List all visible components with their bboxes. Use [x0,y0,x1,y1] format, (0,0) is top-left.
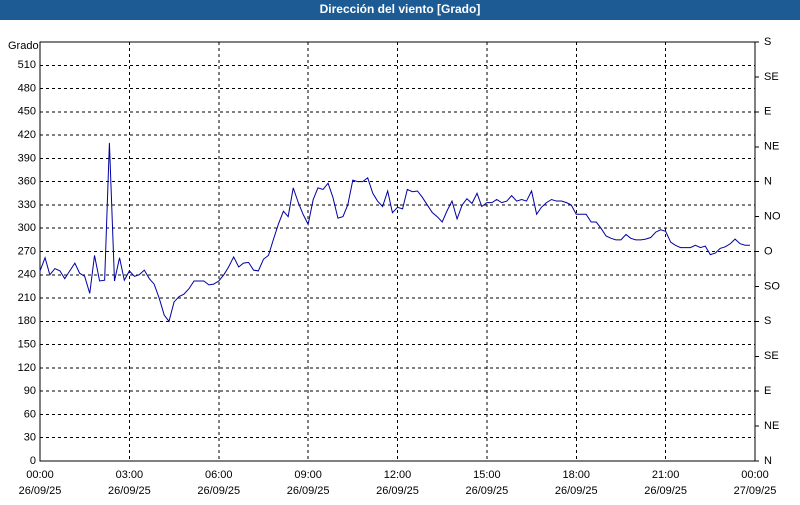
chart-title: Dirección del viento [Grado] [320,2,481,16]
x-tick-date: 26/09/25 [108,485,151,497]
y-tick-label: 150 [18,339,36,351]
y-tick-label: 300 [18,222,36,234]
x-tick-label: 21:00 [652,469,680,481]
y-tick-label: 450 [18,106,36,118]
y2-tick-label: NE [764,420,779,432]
y2-tick-label: S [764,36,771,48]
x-tick-label: 03:00 [116,469,144,481]
x-tick-label: 12:00 [384,469,412,481]
y-tick-label: 270 [18,245,36,257]
y-tick-label: 0 [30,455,36,467]
y-tick-label: 330 [18,199,36,211]
y2-tick-label: NE [764,141,779,153]
title-bar [0,0,800,20]
y2-tick-label: NO [764,210,781,222]
y-tick-label: 180 [18,315,36,327]
y2-tick-label: N [764,455,772,467]
x-tick-date: 26/09/25 [555,485,598,497]
plot-border [39,41,756,462]
y2-tick-label: O [764,245,773,257]
y2-tick-label: E [764,106,771,118]
x-tick-date: 26/09/25 [644,485,687,497]
x-tick-label: 00:00 [741,469,769,481]
y-tick-label: 30 [24,432,36,444]
y2-tick-label: SE [764,71,779,83]
x-tick-date: 26/09/25 [197,485,240,497]
x-tick-date: 26/09/25 [19,485,62,497]
y-tick-label: 360 [18,176,36,188]
y-tick-label: 60 [24,408,36,420]
x-tick-label: 09:00 [294,469,322,481]
y2-tick-label: SO [764,280,780,292]
x-tick-label: 00:00 [26,469,54,481]
x-tick-date: 26/09/25 [465,485,508,497]
y2-tick-label: E [764,385,771,397]
y-tick-label: 240 [18,269,36,281]
y-axis-label: Grado [8,40,39,52]
y-tick-label: 120 [18,362,36,374]
y2-tick-label: SE [764,350,779,362]
y-tick-label: 420 [18,129,36,141]
x-tick-label: 18:00 [562,469,590,481]
x-tick-label: 15:00 [473,469,501,481]
x-tick-date: 26/09/25 [287,485,330,497]
y-tick-label: 510 [18,59,36,71]
y-tick-label: 90 [24,385,36,397]
y2-tick-label: S [764,315,771,327]
series-line [39,142,750,323]
x-tick-date: 27/09/25 [734,485,777,497]
x-tick-date: 26/09/25 [376,485,419,497]
x-tick-label: 06:00 [205,469,233,481]
y-tick-label: 480 [18,82,36,94]
y-tick-label: 210 [18,292,36,304]
y2-tick-label: N [764,176,772,188]
y-tick-label: 390 [18,152,36,164]
